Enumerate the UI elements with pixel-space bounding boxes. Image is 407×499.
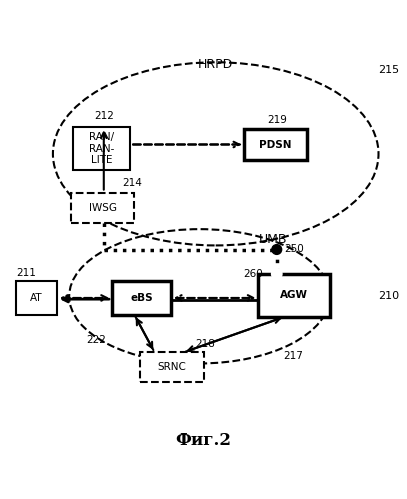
Text: RAN/
RAN-
LITE: RAN/ RAN- LITE: [89, 132, 114, 165]
Text: SRNC: SRNC: [158, 362, 186, 372]
Text: PDSN: PDSN: [260, 140, 292, 150]
Text: 219: 219: [267, 115, 287, 125]
Circle shape: [272, 269, 282, 279]
Text: 212: 212: [94, 111, 114, 121]
Text: Фиг.2: Фиг.2: [175, 432, 232, 449]
Text: 260: 260: [243, 269, 263, 279]
FancyBboxPatch shape: [112, 281, 171, 315]
Text: 210: 210: [379, 291, 400, 301]
Text: 222: 222: [86, 335, 106, 345]
Text: AGW: AGW: [280, 290, 308, 300]
FancyBboxPatch shape: [244, 129, 307, 160]
Text: 214: 214: [122, 179, 142, 189]
Text: 215: 215: [379, 65, 400, 75]
Text: 250: 250: [284, 245, 304, 254]
Text: UMB: UMB: [258, 233, 287, 246]
Text: eBS: eBS: [130, 293, 153, 303]
Text: 218: 218: [195, 339, 215, 349]
FancyBboxPatch shape: [16, 281, 57, 315]
FancyBboxPatch shape: [71, 193, 134, 223]
Text: HRPD: HRPD: [198, 58, 233, 71]
Text: AT: AT: [30, 293, 43, 303]
FancyBboxPatch shape: [140, 352, 204, 382]
Text: IWSG: IWSG: [89, 203, 117, 213]
Text: 211: 211: [16, 268, 36, 278]
FancyBboxPatch shape: [258, 274, 330, 317]
Text: 217: 217: [283, 351, 303, 361]
FancyBboxPatch shape: [73, 127, 130, 170]
Circle shape: [272, 245, 282, 254]
